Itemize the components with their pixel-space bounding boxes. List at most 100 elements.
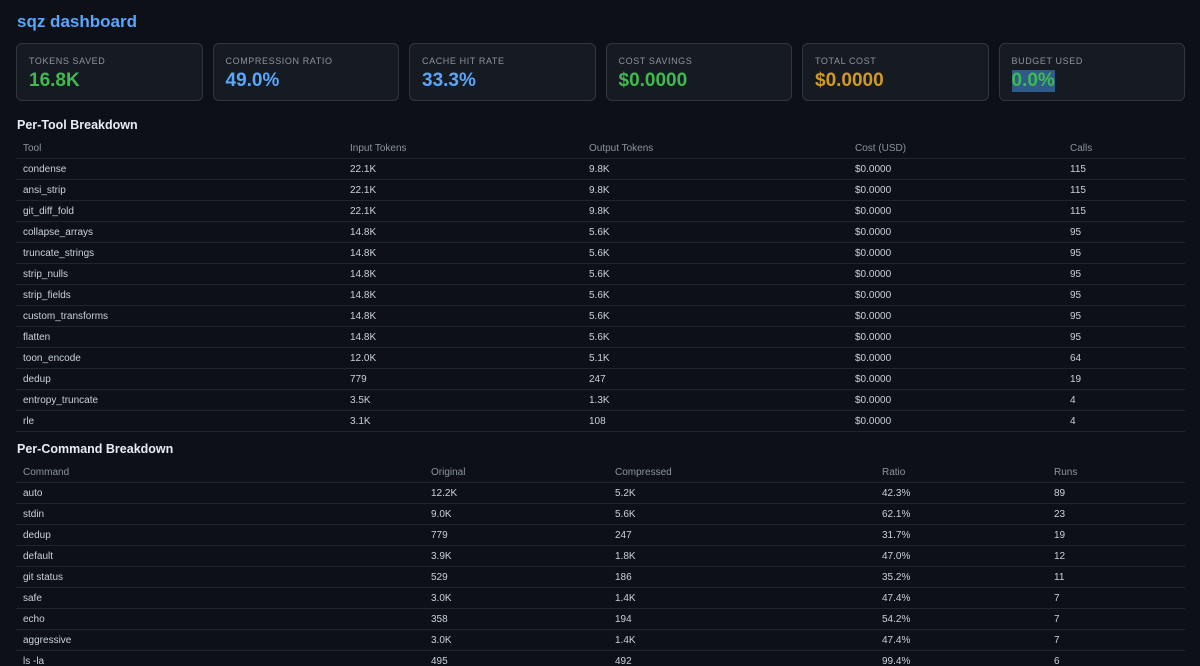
- column-header: Compressed: [608, 462, 875, 483]
- table-cell: $0.0000: [848, 389, 1063, 411]
- table-cell: stdin: [16, 503, 424, 525]
- table-row: git status 529 186 35.2% 11: [16, 566, 1185, 588]
- table-cell: 7: [1047, 608, 1185, 630]
- section-title-per-command: Per-Command Breakdown: [17, 442, 174, 456]
- table-cell: 22.1K: [343, 158, 582, 180]
- table-cell: 5.1K: [582, 347, 848, 369]
- table-cell: 95: [1063, 305, 1185, 327]
- table-cell: 5.6K: [582, 326, 848, 348]
- table-cell: $0.0000: [848, 200, 1063, 222]
- table-row: safe 3.0K 1.4K 47.4% 7: [16, 587, 1185, 609]
- table-row: strip_fields 14.8K 5.6K $0.0000 95: [16, 284, 1185, 306]
- table-cell: strip_nulls: [16, 263, 343, 285]
- metric-label: TOKENS SAVED: [29, 56, 106, 66]
- table-cell: 14.8K: [343, 263, 582, 285]
- table-cell: $0.0000: [848, 410, 1063, 432]
- table-row: default 3.9K 1.8K 47.0% 12: [16, 545, 1185, 567]
- table-cell: 495: [424, 650, 608, 666]
- table-cell: 529: [424, 566, 608, 588]
- table-cell: truncate_strings: [16, 242, 343, 264]
- metric-value: 16.8K: [29, 70, 80, 91]
- table-cell: 19: [1063, 368, 1185, 390]
- table-cell: condense: [16, 158, 343, 180]
- table-cell: 3.5K: [343, 389, 582, 411]
- table-row: stdin 9.0K 5.6K 62.1% 23: [16, 503, 1185, 525]
- table-cell: 3.1K: [343, 410, 582, 432]
- table-cell: $0.0000: [848, 263, 1063, 285]
- column-header: Original: [424, 462, 608, 483]
- table-cell: 12: [1047, 545, 1185, 567]
- table-cell: 492: [608, 650, 875, 666]
- table-row: condense 22.1K 9.8K $0.0000 115: [16, 158, 1185, 180]
- table-row: truncate_strings 14.8K 5.6K $0.0000 95: [16, 242, 1185, 264]
- table-cell: 47.0%: [875, 545, 1047, 567]
- table-cell: 19: [1047, 524, 1185, 546]
- table-cell: 12.2K: [424, 482, 608, 504]
- table-cell: collapse_arrays: [16, 221, 343, 243]
- table-cell: 47.4%: [875, 629, 1047, 651]
- table-header-row: Command Original Compressed Ratio Runs: [16, 462, 1185, 483]
- table-cell: toon_encode: [16, 347, 343, 369]
- table-cell: 23: [1047, 503, 1185, 525]
- table-cell: 95: [1063, 263, 1185, 285]
- table-cell: $0.0000: [848, 347, 1063, 369]
- table-cell: default: [16, 545, 424, 567]
- command-breakdown-table: Command Original Compressed Ratio Runs a…: [16, 462, 1185, 666]
- table-cell: 14.8K: [343, 221, 582, 243]
- column-header: Input Tokens: [343, 138, 582, 159]
- table-cell: 5.6K: [582, 242, 848, 264]
- table-cell: 247: [608, 524, 875, 546]
- metric-label: COST SAVINGS: [618, 56, 693, 66]
- table-cell: $0.0000: [848, 284, 1063, 306]
- metric-value: 0.0%: [1011, 70, 1055, 92]
- table-cell: $0.0000: [848, 179, 1063, 201]
- table-cell: 1.4K: [608, 629, 875, 651]
- table-cell: rle: [16, 410, 343, 432]
- table-cell: 247: [582, 368, 848, 390]
- table-row: flatten 14.8K 5.6K $0.0000 95: [16, 326, 1185, 348]
- metric-label: TOTAL COST: [815, 56, 877, 66]
- table-cell: 1.8K: [608, 545, 875, 567]
- metric-value: $0.0000: [815, 70, 884, 91]
- table-cell: 14.8K: [343, 326, 582, 348]
- table-cell: 186: [608, 566, 875, 588]
- table-cell: custom_transforms: [16, 305, 343, 327]
- table-cell: 115: [1063, 158, 1185, 180]
- table-row: aggressive 3.0K 1.4K 47.4% 7: [16, 629, 1185, 651]
- column-header: Ratio: [875, 462, 1047, 483]
- table-cell: ansi_strip: [16, 179, 343, 201]
- table-cell: dedup: [16, 524, 424, 546]
- table-cell: 95: [1063, 242, 1185, 264]
- metric-card-cost-savings: COST SAVINGS $0.0000: [605, 43, 792, 101]
- metric-value: 33.3%: [422, 70, 476, 91]
- table-cell: 9.0K: [424, 503, 608, 525]
- table-cell: 35.2%: [875, 566, 1047, 588]
- table-cell: 12.0K: [343, 347, 582, 369]
- table-cell: $0.0000: [848, 242, 1063, 264]
- table-cell: 5.6K: [582, 305, 848, 327]
- table-row: toon_encode 12.0K 5.1K $0.0000 64: [16, 347, 1185, 369]
- table-row: ls -la 495 492 99.4% 6: [16, 650, 1185, 666]
- table-cell: 62.1%: [875, 503, 1047, 525]
- table-row: collapse_arrays 14.8K 5.6K $0.0000 95: [16, 221, 1185, 243]
- column-header: Command: [16, 462, 424, 483]
- table-cell: 89: [1047, 482, 1185, 504]
- table-cell: 115: [1063, 200, 1185, 222]
- table-row: ansi_strip 22.1K 9.8K $0.0000 115: [16, 179, 1185, 201]
- table-cell: $0.0000: [848, 326, 1063, 348]
- table-cell: 14.8K: [343, 305, 582, 327]
- table-cell: 9.8K: [582, 200, 848, 222]
- table-cell: 779: [424, 524, 608, 546]
- tool-breakdown-table: Tool Input Tokens Output Tokens Cost (US…: [16, 138, 1185, 432]
- table-row: strip_nulls 14.8K 5.6K $0.0000 95: [16, 263, 1185, 285]
- metric-cards: TOKENS SAVED 16.8K COMPRESSION RATIO 49.…: [16, 43, 1185, 101]
- table-cell: 54.2%: [875, 608, 1047, 630]
- table-cell: flatten: [16, 326, 343, 348]
- column-header: Tool: [16, 138, 343, 159]
- table-cell: 5.6K: [608, 503, 875, 525]
- metric-card-tokens-saved: TOKENS SAVED 16.8K: [16, 43, 203, 101]
- table-row: git_diff_fold 22.1K 9.8K $0.0000 115: [16, 200, 1185, 222]
- table-row: rle 3.1K 108 $0.0000 4: [16, 410, 1185, 432]
- table-cell: safe: [16, 587, 424, 609]
